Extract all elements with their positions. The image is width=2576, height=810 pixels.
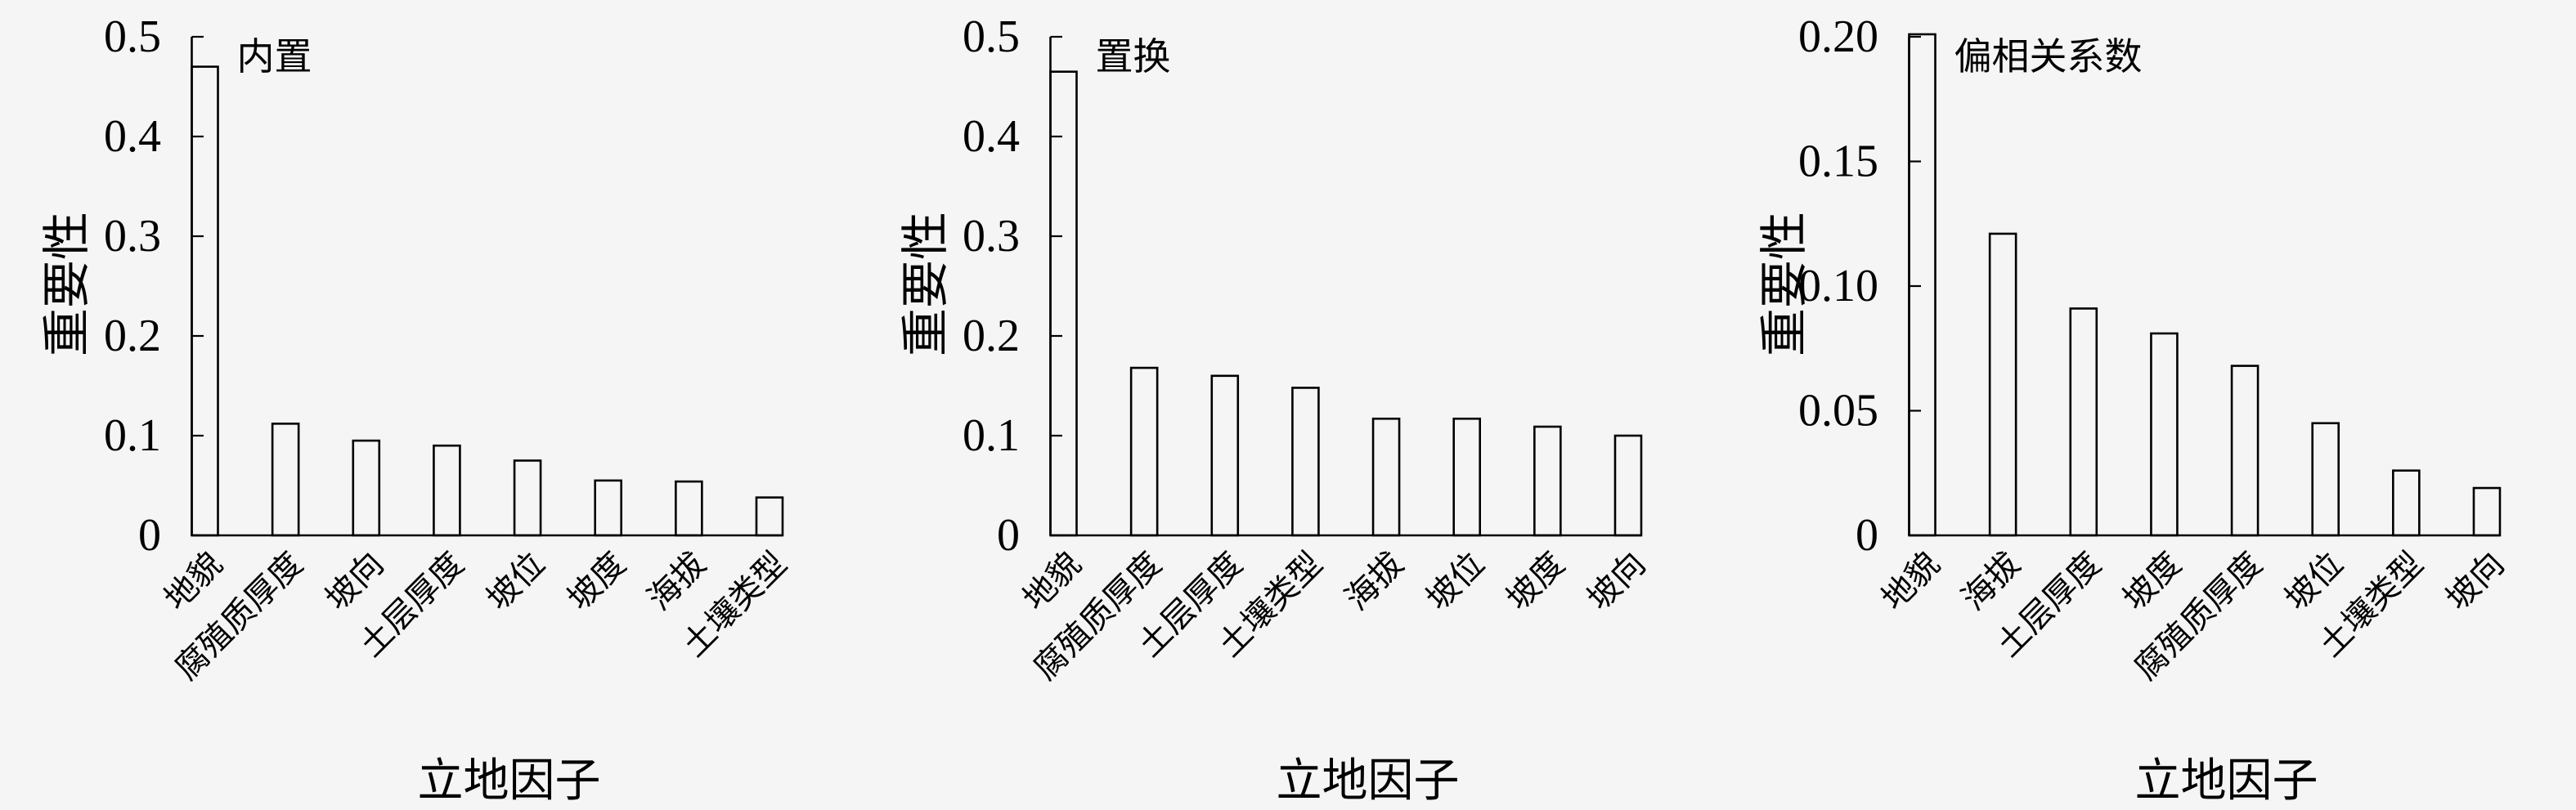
svg-text:0.2: 0.2 — [963, 311, 1020, 361]
svg-text:0.2: 0.2 — [104, 311, 161, 361]
svg-text:0: 0 — [138, 510, 161, 561]
svg-text:0.5: 0.5 — [963, 11, 1020, 62]
svg-text:0.3: 0.3 — [963, 211, 1020, 262]
svg-text:0.4: 0.4 — [104, 111, 161, 162]
svg-text:0.4: 0.4 — [963, 111, 1020, 162]
svg-text:0: 0 — [997, 510, 1020, 561]
svg-text:0.5: 0.5 — [104, 11, 161, 62]
svg-text:偏相关系数: 偏相关系数 — [1954, 36, 2143, 78]
svg-text:0.20: 0.20 — [1798, 11, 1878, 62]
svg-text:0.15: 0.15 — [1798, 136, 1878, 187]
svg-text:0.1: 0.1 — [104, 410, 161, 461]
svg-text:0.1: 0.1 — [963, 410, 1020, 461]
svg-text:0.3: 0.3 — [104, 211, 161, 262]
svg-text:置换: 置换 — [1096, 36, 1171, 78]
svg-text:0.05: 0.05 — [1798, 386, 1878, 436]
svg-text:0: 0 — [1856, 510, 1878, 561]
svg-text:内置: 内置 — [237, 36, 312, 78]
